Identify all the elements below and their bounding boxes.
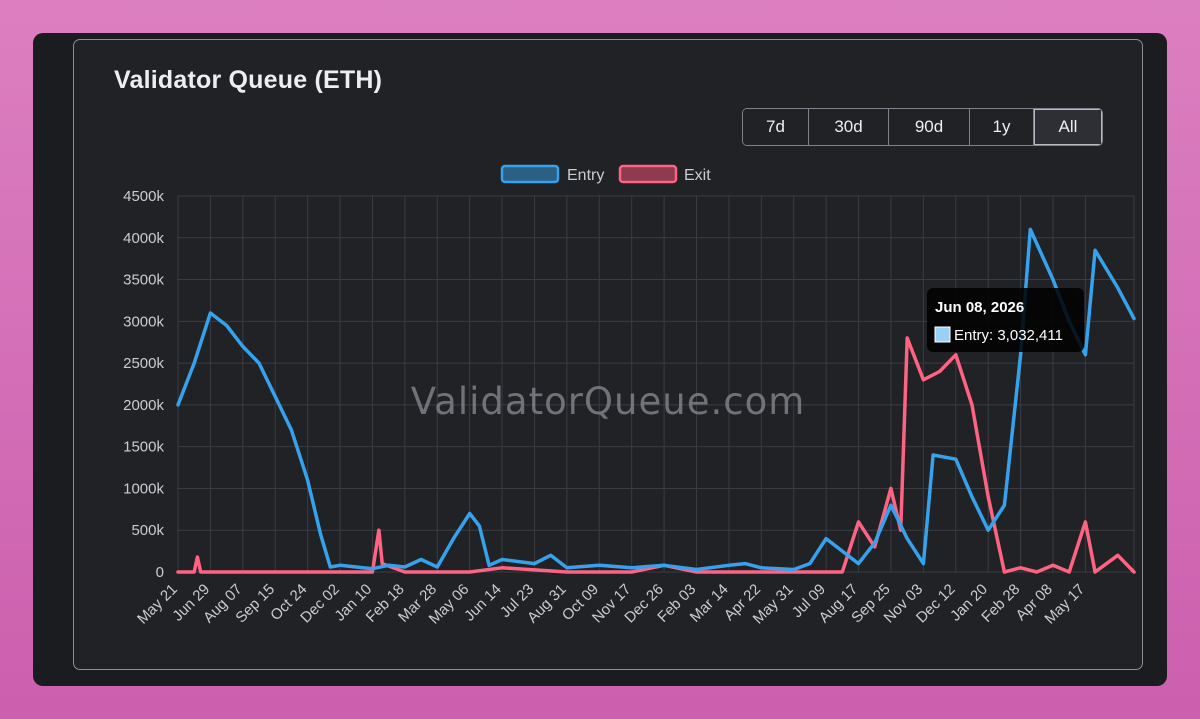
page-title: Validator Queue (ETH) — [114, 66, 383, 94]
y-tick-label: 2500k — [123, 355, 164, 372]
range-button-1y[interactable]: 1y — [970, 109, 1034, 145]
legend-swatch-exit — [618, 164, 678, 184]
tooltip-date: Jun 08, 2026 — [935, 299, 1024, 316]
y-tick-label: 3000k — [123, 313, 164, 330]
time-range-selector: 7d 30d 90d 1y All — [742, 108, 1103, 146]
range-button-30d[interactable]: 30d — [809, 109, 889, 145]
chart-card: Validator Queue (ETH) 7d 30d 90d 1y All … — [73, 39, 1143, 670]
series-layer — [176, 227, 1136, 574]
y-tick-label: 4500k — [123, 188, 164, 205]
tooltip-swatch-entry — [934, 326, 951, 343]
y-tick-label: 2000k — [123, 397, 164, 414]
range-button-90d[interactable]: 90d — [889, 109, 970, 145]
series-line-entry[interactable] — [176, 227, 1136, 572]
y-tick-label: 500k — [131, 522, 164, 539]
y-tick-label: 4000k — [123, 230, 164, 247]
y-axis: 0 500k 1000k 1500k 2000k 2500k 3000k 3500k 4000k… — [123, 188, 164, 581]
line-chart[interactable]: 0 500k 1000k 1500k 2000k 2500k 3000k 3500k 4000k… — [74, 40, 1142, 669]
tooltip-background — [927, 288, 1084, 352]
chart-legend: Entry Exit — [500, 164, 711, 184]
chart-tooltip: Jun 08, 2026 Entry: 3,032,411 — [927, 288, 1084, 352]
x-tick-label: Jun 14 — [461, 581, 505, 625]
legend-swatch-entry — [500, 164, 560, 184]
watermark-text: ValidatorQueue.com — [411, 380, 806, 423]
tooltip-value: Entry: 3,032,411 — [954, 327, 1063, 344]
legend-item-entry[interactable]: Entry — [500, 164, 604, 184]
y-tick-label: 3500k — [123, 272, 164, 289]
x-tick-label: May 21 — [134, 581, 181, 628]
range-button-7d[interactable]: 7d — [743, 109, 809, 145]
series-line-exit[interactable] — [176, 336, 1136, 574]
app-window: Validator Queue (ETH) 7d 30d 90d 1y All … — [33, 33, 1167, 686]
y-tick-label: 0 — [156, 564, 164, 581]
legend-item-exit[interactable]: Exit — [618, 164, 711, 184]
chart-grid — [177, 195, 1135, 573]
legend-label-entry: Entry — [567, 167, 604, 184]
y-tick-label: 1500k — [123, 439, 164, 456]
legend-label-exit: Exit — [684, 167, 711, 184]
y-tick-label: 1000k — [123, 480, 164, 497]
range-button-all[interactable]: All — [1034, 109, 1102, 145]
